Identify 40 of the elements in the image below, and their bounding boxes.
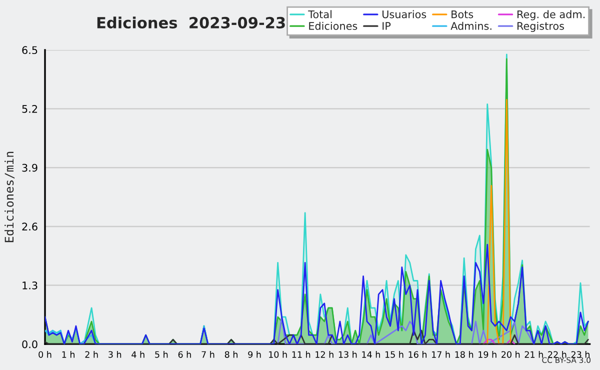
x-tick-label: 2 h — [85, 351, 98, 358]
x-tick-label: 5 h — [155, 351, 168, 358]
x-tick-label: 7 h — [202, 351, 214, 358]
legend-label: Admins. — [450, 22, 492, 30]
x-tick-label: 6 h — [178, 351, 191, 358]
x-tick-label: 16 h — [408, 351, 426, 358]
x-tick-label: 21 h — [524, 351, 543, 358]
x-tick-label: 9 h — [248, 351, 261, 358]
legend-label: Reg. de adm. — [517, 10, 585, 20]
legend-label: Total — [308, 10, 332, 18]
x-tick-label: 22 h — [548, 351, 566, 358]
y-tick-label: 2.6 — [22, 222, 38, 231]
y-axis-title: Ediciones/min — [4, 152, 15, 242]
y-tick-label: 5.2 — [22, 105, 38, 113]
x-tick-label: 13 h — [338, 351, 357, 358]
legend-label: Bots — [452, 10, 474, 18]
x-tick-label: 20 h — [502, 351, 520, 358]
legend-label: Registros — [517, 22, 564, 32]
x-tick-label: 23 h — [571, 351, 590, 358]
x-tick-label: 11 h — [292, 351, 310, 358]
legend-label: Ediciones — [309, 22, 358, 30]
x-tick-label: 3 h — [108, 351, 122, 358]
x-tick-label: 19 h — [478, 351, 496, 358]
x-tick-label: 14 h — [362, 351, 380, 358]
x-tick-label: 10 h — [269, 351, 287, 358]
y-tick-label: 3.9 — [22, 164, 38, 172]
chart-title: Ediciones 2023-09-23 — [97, 16, 285, 28]
x-tick-label: 4 h — [132, 351, 144, 358]
y-tick-label: 6.5 — [22, 46, 38, 54]
x-tick-label: 8 h — [224, 351, 238, 358]
x-tick-label: 0 h — [38, 351, 52, 358]
x-tick-label: 17 h — [432, 351, 450, 358]
legend-label: Usuarios — [382, 10, 426, 18]
y-tick-label: 0.0 — [22, 340, 38, 348]
x-tick-label: 18 h — [455, 351, 474, 358]
x-tick-label: 12 h — [316, 351, 334, 358]
y-tick-label: 1.3 — [22, 281, 38, 290]
x-tick-label: 15 h — [385, 351, 404, 358]
x-tick-label: 1 h — [62, 351, 74, 358]
legend-label: IP — [382, 22, 391, 30]
